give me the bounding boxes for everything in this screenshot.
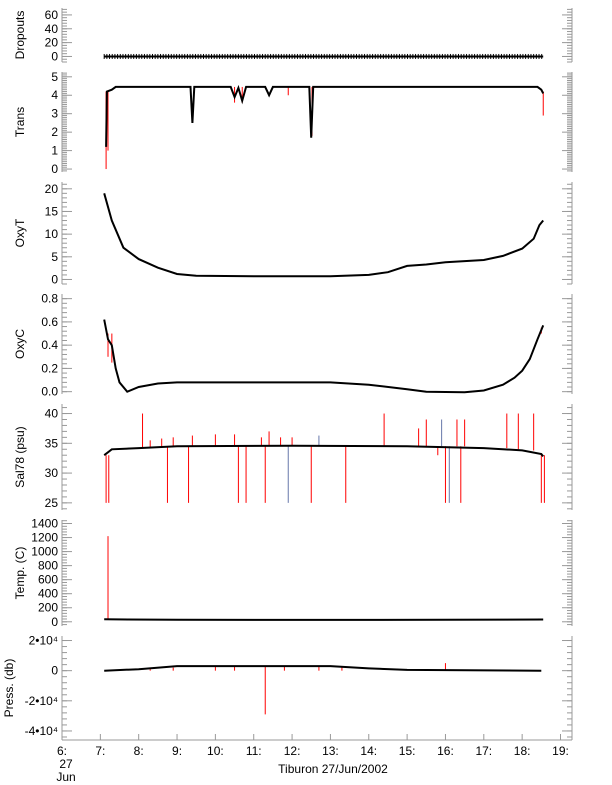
- y-tick-label: 60: [45, 8, 59, 22]
- y-tick-label: 15: [45, 204, 59, 218]
- y-tick-label: 2: [51, 125, 58, 139]
- x-tick-label: 13:: [322, 744, 339, 758]
- x-tick-label: 12:: [284, 744, 301, 758]
- x-tick-label: 11:: [246, 744, 262, 758]
- y-tick-label: 25: [45, 496, 59, 510]
- y-tick-label: 0.6: [41, 315, 58, 329]
- series-line-press: [104, 665, 542, 672]
- y-tick-label: 0.2: [41, 361, 58, 375]
- y-tick-label: 20: [45, 182, 59, 196]
- y-tick-label: -4•10⁴: [25, 724, 58, 738]
- y-tick-label: 0.8: [41, 292, 58, 306]
- series-line-trans: [105, 84, 545, 147]
- x-tick-label: 17:: [475, 744, 492, 758]
- y-tick-label: 40: [45, 407, 59, 421]
- y-tick-label: 800: [38, 559, 58, 573]
- y-tick-label: 2•10⁴: [29, 634, 58, 648]
- y-tick-label: 35: [45, 436, 59, 450]
- y-tick-label: 0.0: [41, 385, 58, 399]
- x-tick-label: 18:: [514, 744, 531, 758]
- x-tick-label: 10:: [207, 744, 224, 758]
- x-axis-label: Tiburon 27/Jun/2002: [278, 762, 388, 776]
- panel-oxyc: 0.0 0.2 0.4 0.6 0.8 OxyC: [13, 292, 573, 399]
- y-tick-label: 3: [51, 107, 58, 121]
- series-line-oxyt: [103, 193, 544, 278]
- y-tick-label: 30: [45, 466, 59, 480]
- y-tick-label: 0: [51, 49, 58, 63]
- y-tick-label: 0: [51, 272, 58, 286]
- series-line-oxyc: [103, 319, 545, 394]
- y-tick-label: 0: [51, 162, 58, 176]
- y-tick-label: 1: [51, 144, 58, 158]
- x-tick-label: 8:: [134, 744, 144, 758]
- series-line-temp: [104, 618, 544, 621]
- y-tick-label: 200: [38, 601, 58, 615]
- y-axis-label: Temp. (C): [13, 547, 27, 600]
- panel-sal78: 25 30 35 40 Sal78 (psu): [13, 404, 573, 510]
- series-line-sal78: [103, 444, 544, 458]
- panel-oxyt: 0 5 10 15 20 OxyT: [13, 182, 573, 286]
- y-tick-label: -2•10⁴: [25, 694, 58, 708]
- y-tick-label: 0: [51, 664, 58, 678]
- x-tick-label: 9:: [172, 744, 182, 758]
- panel-press: -4•10⁴ -2•10⁴ 0 2•10⁴ Press. (db): [2, 634, 573, 740]
- y-tick-label: 20: [45, 36, 59, 50]
- panel-trans: 0 1 2 3 4 5 Trans: [13, 70, 573, 176]
- x-tick-label: 16:: [437, 744, 454, 758]
- y-tick-label: 0.4: [41, 338, 58, 352]
- x-tick-label: 14:: [360, 744, 377, 758]
- y-axis-label: Trans: [13, 107, 27, 137]
- y-tick-label: 1200: [31, 531, 58, 545]
- y-axis-label: Dropouts: [13, 11, 27, 60]
- y-axis-label: OxyC: [13, 329, 27, 359]
- y-tick-label: 5: [51, 250, 58, 264]
- x-tick-label: 19:: [552, 744, 569, 758]
- x-tick-label: 6:: [57, 744, 67, 758]
- y-tick-label: 4: [51, 88, 58, 102]
- y-tick-label: 10: [45, 227, 59, 241]
- y-tick-label: 400: [38, 587, 58, 601]
- y-tick-label: 40: [45, 22, 59, 36]
- y-tick-label: 1400: [31, 517, 58, 531]
- y-axis-label: OxyT: [13, 218, 27, 247]
- y-tick-label: 5: [51, 70, 58, 84]
- x-axis: 6: 7: 8: 9: 10: 11: 12: 13: 14: 15: 16: 17: 18: 19: 27…: [56, 734, 572, 784]
- x-tick-label: 15:: [399, 744, 416, 758]
- y-tick-label: 1000: [31, 545, 58, 559]
- y-axis-label: Press. (db): [2, 659, 16, 718]
- x-tick-label: 7:: [95, 744, 105, 758]
- y-tick-label: 0: [51, 615, 58, 629]
- y-axis-label: Sal78 (psu): [13, 426, 27, 487]
- x-tick-date-label: 27: [59, 757, 73, 771]
- y-tick-label: 600: [38, 573, 58, 587]
- x-tick-date-label: Jun: [56, 770, 75, 784]
